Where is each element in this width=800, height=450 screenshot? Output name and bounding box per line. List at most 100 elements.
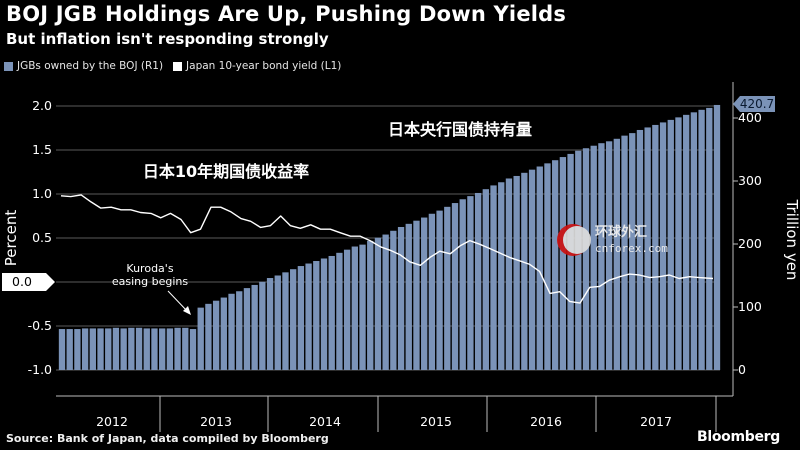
watermark-logo-silver — [563, 226, 591, 254]
bar — [374, 237, 382, 370]
bar — [159, 328, 166, 370]
left-value-callout: 0.0 — [2, 273, 55, 291]
bar — [251, 284, 258, 370]
bar — [513, 175, 520, 370]
x-tick-label: 2013 — [200, 414, 232, 429]
bar — [474, 192, 482, 370]
bar — [128, 327, 135, 370]
bar — [467, 196, 474, 370]
legend-label-bars: JGBs owned by the BOJ (R1) — [17, 60, 164, 72]
bar — [521, 172, 528, 370]
kuroda-annotation-line1: Kuroda's — [126, 262, 173, 275]
bar — [575, 150, 582, 370]
bar — [320, 258, 328, 370]
bar — [459, 199, 466, 370]
kuroda-arrow-line — [167, 290, 189, 313]
x-tick-label: 2017 — [640, 414, 672, 429]
chart-title: BOJ JGB Holdings Are Up, Pushing Down Yi… — [6, 2, 567, 26]
right-tick-label: 200 — [738, 236, 762, 251]
x-tick-label: 2015 — [420, 414, 452, 429]
left-tick-label: -1.0 — [28, 362, 52, 377]
bar — [290, 269, 297, 370]
bar — [567, 153, 574, 370]
bar — [220, 297, 227, 370]
left-tick-label: 1.0 — [32, 186, 52, 201]
right-axis-title: Trillion yen — [783, 199, 800, 281]
bar — [544, 163, 551, 370]
bar — [197, 307, 204, 370]
right-callout-box — [733, 96, 775, 112]
bar — [189, 329, 197, 370]
right-tick-label: 0 — [738, 362, 746, 377]
bar — [328, 255, 335, 370]
bars-series — [58, 104, 721, 371]
bar — [97, 328, 104, 370]
legend-item-bars: JGBs owned by the BOJ (R1) — [4, 60, 163, 72]
bar — [613, 138, 620, 370]
yield-series — [60, 194, 714, 304]
watermark-cn-text: 环球外汇 — [595, 224, 647, 240]
kuroda-annotation-line2: easing begins — [112, 275, 189, 288]
left-tick-label: 2.0 — [32, 98, 52, 113]
bar — [336, 252, 343, 370]
bar — [266, 278, 274, 370]
bar — [390, 230, 397, 370]
bar — [297, 266, 305, 370]
bar — [212, 300, 220, 370]
bar — [359, 244, 366, 370]
bar — [582, 148, 590, 370]
bar — [89, 328, 96, 370]
bar — [598, 143, 605, 370]
bar — [413, 220, 420, 370]
bar — [66, 329, 73, 370]
bar — [367, 240, 374, 370]
x-tick-label: 2012 — [96, 414, 128, 429]
legend-label-line: Japan 10-year bond yield (L1) — [186, 60, 342, 72]
legend-swatch-bars — [4, 61, 13, 71]
bar — [444, 206, 451, 370]
bar — [305, 263, 312, 370]
bar — [652, 124, 659, 371]
left-tick-label: 0.5 — [32, 230, 52, 245]
jgb-yield-annotation: 日本10年期国债收益率 — [143, 162, 309, 181]
bar — [559, 157, 567, 370]
right-tick-label: 300 — [738, 173, 762, 188]
bar — [228, 293, 235, 370]
bar — [667, 119, 674, 370]
bar — [313, 261, 320, 370]
bar — [259, 281, 266, 370]
bar — [629, 133, 636, 370]
bar — [105, 328, 112, 370]
bar — [351, 246, 358, 370]
bar — [343, 249, 351, 370]
bar — [636, 129, 644, 370]
x-axis: 2012 2013 2014 2015 2016 2017 — [56, 395, 733, 432]
bar — [428, 213, 436, 370]
bar — [690, 112, 698, 370]
bar — [120, 328, 127, 370]
bar — [605, 141, 613, 370]
bar — [166, 328, 174, 370]
legend-swatch-line — [173, 61, 183, 71]
bar — [498, 182, 505, 370]
bar — [182, 327, 189, 370]
bar — [505, 178, 513, 370]
bar — [174, 327, 181, 370]
bloomberg-logo: Bloomberg — [696, 429, 780, 445]
boj-holdings-annotation: 日本央行国债持有量 — [388, 120, 532, 139]
bar — [675, 117, 682, 371]
bar — [382, 234, 389, 370]
bar — [644, 127, 651, 370]
bar — [74, 329, 81, 370]
bar — [112, 327, 120, 370]
bar — [243, 288, 251, 370]
bar — [81, 328, 89, 370]
left-tick-label: 1.5 — [32, 142, 52, 157]
bar — [205, 303, 212, 370]
bar — [451, 203, 459, 370]
right-callout-label: 420.7 — [740, 97, 774, 111]
watermark-en-text: cnforex.com — [595, 242, 668, 255]
legend: JGBs owned by the BOJ (R1) Japan 10-year… — [4, 60, 351, 72]
right-axis-ticks: 0 100 200 300 400 — [733, 110, 762, 377]
